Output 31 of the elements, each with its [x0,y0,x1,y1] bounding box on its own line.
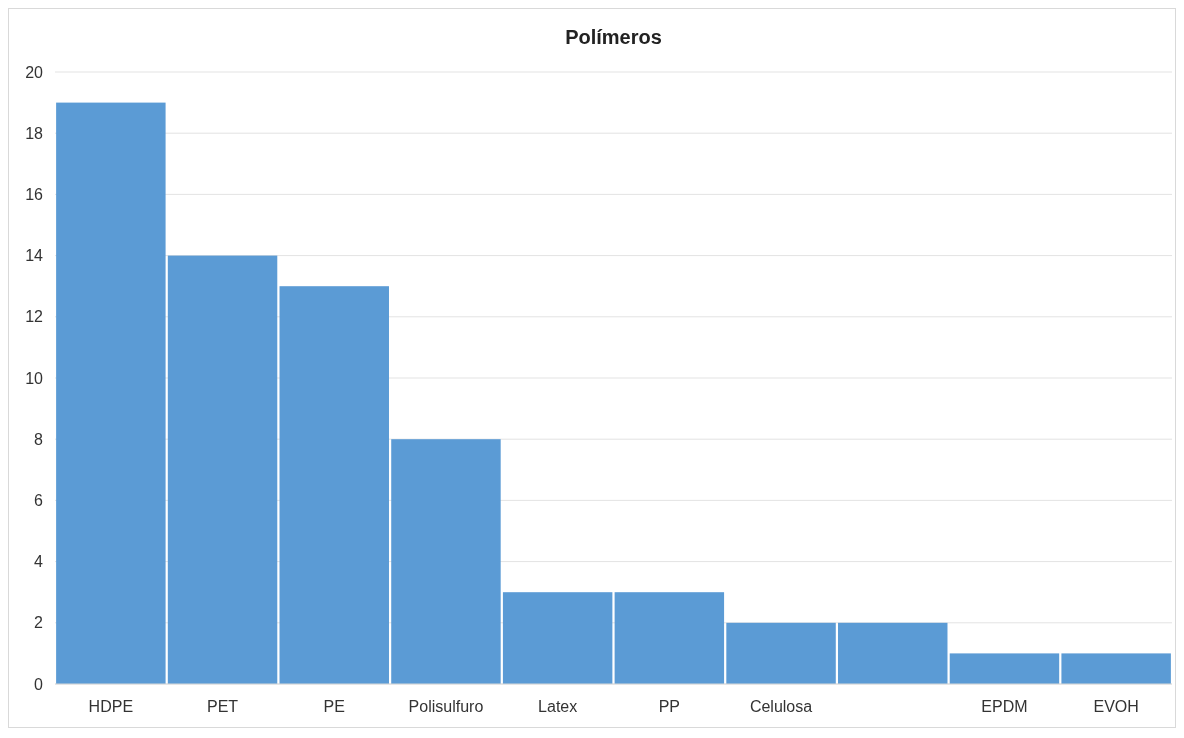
y-tick-label: 4 [34,553,44,571]
chart-title: Polímeros [565,26,662,48]
y-tick-label: 12 [25,308,44,326]
x-tick-label: PET [206,698,239,715]
x-tick-label: Latex [538,698,578,715]
bar [949,653,1060,684]
y-tick-label: 18 [25,124,44,142]
y-tick-label: 0 [34,675,44,693]
y-tick-label: 2 [34,614,44,632]
bar [167,255,278,684]
bar [838,622,948,684]
bar [1061,653,1171,684]
x-tick-label: PE [323,698,345,715]
y-tick-label: 20 [25,63,44,81]
x-tick-label: EPDM [981,698,1028,715]
bar [726,622,836,684]
y-tick-label: 8 [34,430,44,448]
y-tick-label: 14 [25,247,44,265]
y-tick-label: 10 [25,369,44,387]
bar [56,102,166,684]
y-tick-label: 16 [25,186,44,203]
x-tick-label: PP [658,698,681,715]
bar [614,592,725,684]
x-tick-label: HDPE [88,698,134,715]
x-tick-label: Celulosa [749,698,813,715]
x-tick-label: Polisulfuro [408,698,484,715]
bar [279,286,389,684]
bar [502,592,613,684]
bar [391,439,501,684]
x-tick-label: EVOH [1093,698,1139,715]
y-tick-label: 6 [34,492,44,509]
